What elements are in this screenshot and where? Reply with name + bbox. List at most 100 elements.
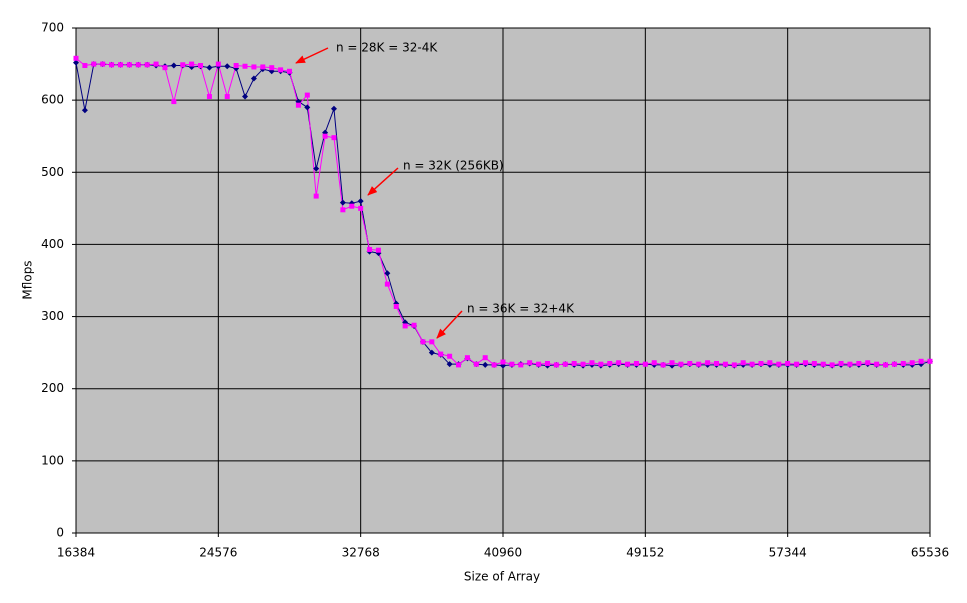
marker: [562, 361, 568, 367]
annotation: n = 36K = 32+4K: [467, 302, 575, 316]
marker: [500, 359, 506, 365]
marker: [384, 270, 391, 277]
marker: [651, 360, 657, 366]
marker: [73, 55, 79, 61]
marker: [758, 360, 764, 366]
marker: [473, 361, 479, 367]
marker: [126, 62, 132, 68]
marker: [589, 360, 595, 366]
marker: [278, 67, 284, 73]
y-axis-label: Mflops: [21, 260, 35, 299]
x-tick-label: 49152: [626, 546, 664, 560]
marker: [900, 360, 906, 366]
marker: [891, 361, 897, 367]
y-tick-label: 200: [41, 381, 64, 395]
marker: [144, 62, 150, 68]
marker: [536, 361, 542, 367]
marker: [269, 65, 275, 71]
marker: [456, 362, 462, 368]
marker: [722, 361, 728, 367]
marker: [874, 361, 880, 367]
marker: [428, 349, 435, 356]
annotation: n = 32K (256KB): [403, 159, 504, 173]
marker: [91, 61, 97, 67]
marker: [117, 62, 123, 68]
annotation-arrow: [367, 167, 399, 196]
marker: [367, 246, 373, 252]
marker: [375, 247, 381, 253]
marker: [838, 360, 844, 366]
marker: [180, 62, 186, 68]
marker: [82, 63, 88, 69]
marker: [909, 360, 915, 366]
marker: [135, 62, 141, 68]
marker: [393, 303, 399, 309]
marker: [339, 199, 346, 206]
marker: [429, 339, 435, 345]
marker: [767, 360, 773, 366]
marker: [544, 360, 550, 366]
marker: [242, 63, 248, 69]
x-tick-label: 65536: [911, 546, 949, 560]
marker: [198, 63, 204, 69]
marker: [776, 361, 782, 367]
marker: [189, 61, 195, 67]
y-tick-label: 700: [41, 21, 64, 35]
marker: [616, 360, 622, 366]
marker: [322, 133, 328, 139]
marker: [802, 360, 808, 366]
marker: [251, 64, 257, 70]
y-tick-label: 300: [41, 309, 64, 323]
y-tick-label: 100: [41, 453, 64, 467]
marker: [357, 198, 364, 205]
annotation: n = 28K = 32-4K: [336, 41, 438, 55]
marker: [847, 361, 853, 367]
marker: [687, 360, 693, 366]
marker: [73, 59, 79, 66]
y-tick-label: 0: [56, 526, 64, 540]
x-tick-label: 57344: [769, 546, 807, 560]
marker: [509, 361, 515, 367]
marker: [206, 64, 213, 71]
marker: [330, 105, 337, 112]
annotation-arrow: [295, 47, 329, 64]
marker: [811, 360, 817, 366]
marker: [81, 107, 88, 114]
marker: [313, 165, 320, 172]
marker: [242, 93, 249, 100]
marker: [349, 203, 355, 209]
marker: [206, 94, 212, 100]
marker: [420, 339, 426, 345]
marker: [233, 63, 239, 69]
marker: [749, 361, 755, 367]
marker: [438, 351, 444, 357]
marker: [162, 65, 168, 71]
marker: [785, 360, 791, 366]
marker: [340, 207, 346, 213]
marker: [287, 68, 292, 74]
marker: [260, 64, 266, 70]
marker: [482, 361, 489, 368]
plot-layer: [72, 27, 933, 537]
marker: [696, 361, 702, 367]
marker: [580, 361, 586, 367]
marker: [384, 281, 390, 287]
marker: [313, 193, 319, 199]
marker: [731, 362, 737, 368]
y-tick-label: 600: [41, 93, 64, 107]
marker: [215, 61, 221, 67]
marker: [883, 362, 889, 368]
marker: [571, 360, 577, 366]
marker: [607, 360, 613, 366]
marker: [482, 355, 488, 361]
marker: [829, 362, 835, 368]
marker: [553, 362, 559, 368]
marker: [518, 362, 524, 368]
marker: [250, 75, 257, 82]
marker: [224, 63, 231, 70]
marker: [625, 361, 631, 367]
marker: [304, 92, 310, 98]
marker: [447, 353, 453, 359]
